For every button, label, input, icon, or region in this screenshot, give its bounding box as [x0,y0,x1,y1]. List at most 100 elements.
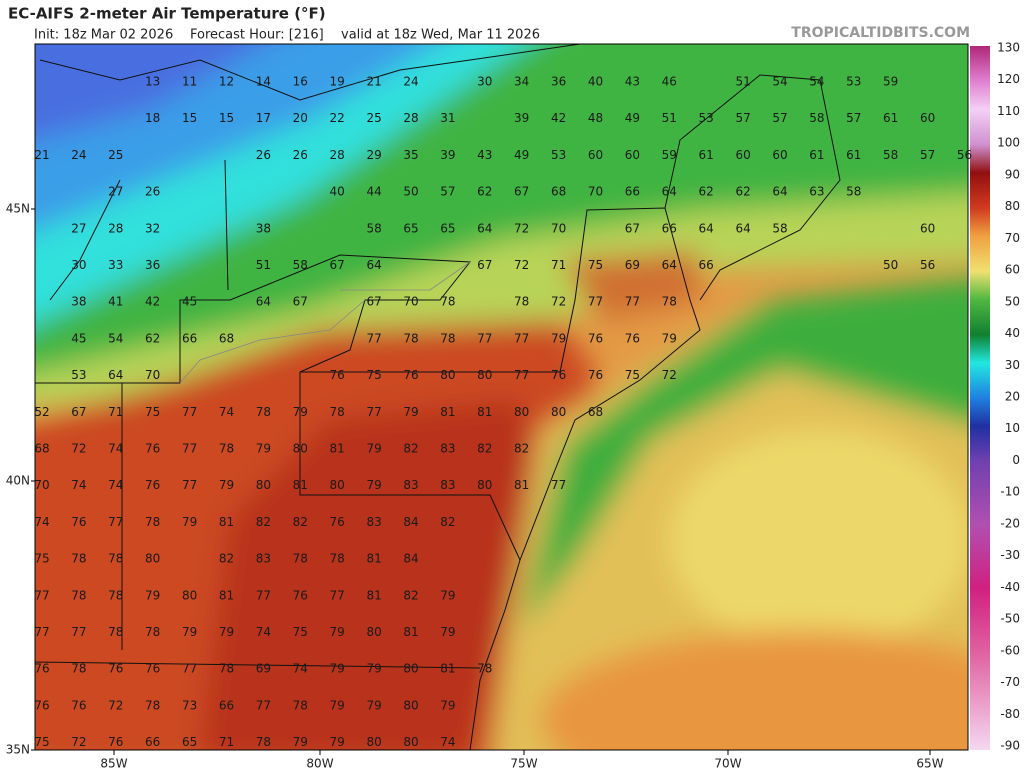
temperature-value: 77 [108,515,123,529]
temperature-value: 79 [330,735,345,749]
temperature-value: 40 [330,185,345,199]
temperature-value: 28 [108,221,123,235]
temperature-value: 30 [477,75,492,89]
temperature-value: 64 [699,221,714,235]
temperature-value: 77 [256,588,271,602]
temperature-value: 76 [551,368,566,382]
temperature-value: 69 [256,662,271,676]
temperature-value: 76 [71,698,86,712]
temperature-value: 83 [403,478,418,492]
temperature-value: 77 [34,588,49,602]
temperature-value: 64 [662,258,677,272]
temperature-value: 36 [145,258,160,272]
temperature-value: 65 [182,735,197,749]
temperature-value: 80 [256,478,271,492]
colorbar-label: 20 [1005,390,1020,404]
temperature-value: 82 [219,552,234,566]
temperature-value: 78 [108,588,123,602]
longitude-label: 80W [306,757,333,771]
temperature-value: 78 [514,295,529,309]
temperature-value: 79 [330,662,345,676]
temperature-value: 76 [145,662,160,676]
temperature-value: 76 [330,515,345,529]
temperature-value: 80 [403,662,418,676]
temperature-value: 78 [108,625,123,639]
temperature-value: 76 [145,478,160,492]
temperature-value: 78 [71,588,86,602]
colorbar-label: -40 [1000,580,1020,594]
temperature-value: 66 [182,331,197,345]
temperature-value: 75 [366,368,381,382]
temperature-value: 67 [514,185,529,199]
temperature-value: 78 [145,698,160,712]
temperature-value: 58 [809,111,824,125]
temperature-value: 67 [330,258,345,272]
temperature-value: 66 [145,735,160,749]
temperature-value: 72 [662,368,677,382]
temperature-value: 61 [809,148,824,162]
colorbar-label: -50 [1000,612,1020,626]
temperature-value: 77 [366,405,381,419]
temperature-value: 82 [403,588,418,602]
temperature-value: 78 [108,552,123,566]
temperature-value: 65 [403,221,418,235]
temperature-value: 79 [440,698,455,712]
temperature-value: 70 [145,368,160,382]
temperature-value: 78 [477,662,492,676]
latitude-label: 35N [6,743,30,757]
temperature-value: 54 [108,331,123,345]
temperature-value: 19 [330,75,345,89]
temperature-value: 76 [108,662,123,676]
temperature-value: 79 [293,735,308,749]
temperature-value: 80 [440,368,455,382]
temperature-value: 15 [182,111,197,125]
temperature-value: 82 [256,515,271,529]
temperature-value: 22 [330,111,345,125]
temperature-value: 50 [403,185,418,199]
temperature-value: 75 [625,368,640,382]
temperature-value: 63 [809,185,824,199]
temperature-value: 60 [920,111,935,125]
temperature-value: 79 [366,698,381,712]
temperature-value: 81 [440,662,455,676]
temperature-value: 58 [293,258,308,272]
temperature-value: 78 [440,331,455,345]
temperature-value: 81 [440,405,455,419]
temperature-value: 38 [71,295,86,309]
temperature-value: 77 [625,295,640,309]
temperature-value: 70 [34,478,49,492]
temperature-value: 49 [514,148,529,162]
colorbar-label: 110 [997,104,1020,118]
temperature-value: 68 [551,185,566,199]
temperature-value: 76 [34,662,49,676]
temperature-value: 58 [366,221,381,235]
temperature-value: 81 [293,478,308,492]
temperature-value: 78 [330,552,345,566]
temperature-value: 79 [182,625,197,639]
temperature-value: 48 [588,111,603,125]
temperature-value: 78 [662,295,677,309]
temperature-value: 53 [699,111,714,125]
temperature-value: 82 [440,515,455,529]
temperature-value: 80 [145,552,160,566]
temperature-value: 46 [662,75,677,89]
temperature-value: 83 [256,552,271,566]
longitude-label: 70W [714,757,741,771]
brand: TROPICALTIDBITS.COM [791,25,970,41]
temperature-value: 78 [440,295,455,309]
temperature-value: 84 [403,552,418,566]
colorbar-label: 130 [997,41,1020,55]
temperature-value: 80 [403,698,418,712]
temperature-value: 83 [440,442,455,456]
temperature-value: 62 [145,331,160,345]
colorbar-label: 30 [1005,358,1020,372]
temperature-value: 60 [735,148,750,162]
temperature-value: 27 [108,185,123,199]
temperature-value: 29 [366,148,381,162]
temperature-value: 80 [366,625,381,639]
temperature-value: 38 [256,221,271,235]
temperature-value: 71 [551,258,566,272]
colorbar-label: 120 [997,72,1020,86]
temperature-value: 26 [293,148,308,162]
